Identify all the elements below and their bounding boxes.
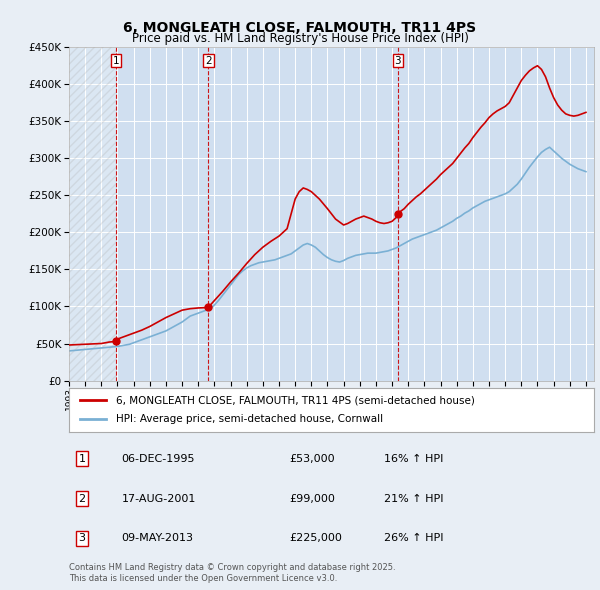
Text: Price paid vs. HM Land Registry's House Price Index (HPI): Price paid vs. HM Land Registry's House …	[131, 32, 469, 45]
Text: 16% ↑ HPI: 16% ↑ HPI	[384, 454, 443, 464]
Text: 26% ↑ HPI: 26% ↑ HPI	[384, 533, 443, 543]
Text: 17-AUG-2001: 17-AUG-2001	[121, 494, 196, 503]
Text: 21% ↑ HPI: 21% ↑ HPI	[384, 494, 443, 503]
Text: 3: 3	[395, 55, 401, 65]
Text: 2: 2	[79, 494, 86, 503]
Text: £53,000: £53,000	[290, 454, 335, 464]
Text: 06-DEC-1995: 06-DEC-1995	[121, 454, 195, 464]
Text: Contains HM Land Registry data © Crown copyright and database right 2025.
This d: Contains HM Land Registry data © Crown c…	[69, 563, 395, 583]
Text: 3: 3	[79, 533, 86, 543]
Text: 2: 2	[205, 55, 212, 65]
Bar	[69, 47, 116, 381]
Text: 1: 1	[113, 55, 119, 65]
Text: £225,000: £225,000	[290, 533, 343, 543]
Text: HPI: Average price, semi-detached house, Cornwall: HPI: Average price, semi-detached house,…	[116, 415, 383, 424]
Text: 1: 1	[79, 454, 86, 464]
Text: 09-MAY-2013: 09-MAY-2013	[121, 533, 193, 543]
Text: £99,000: £99,000	[290, 494, 335, 503]
Text: 6, MONGLEATH CLOSE, FALMOUTH, TR11 4PS (semi-detached house): 6, MONGLEATH CLOSE, FALMOUTH, TR11 4PS (…	[116, 395, 475, 405]
Text: 6, MONGLEATH CLOSE, FALMOUTH, TR11 4PS: 6, MONGLEATH CLOSE, FALMOUTH, TR11 4PS	[124, 21, 476, 35]
